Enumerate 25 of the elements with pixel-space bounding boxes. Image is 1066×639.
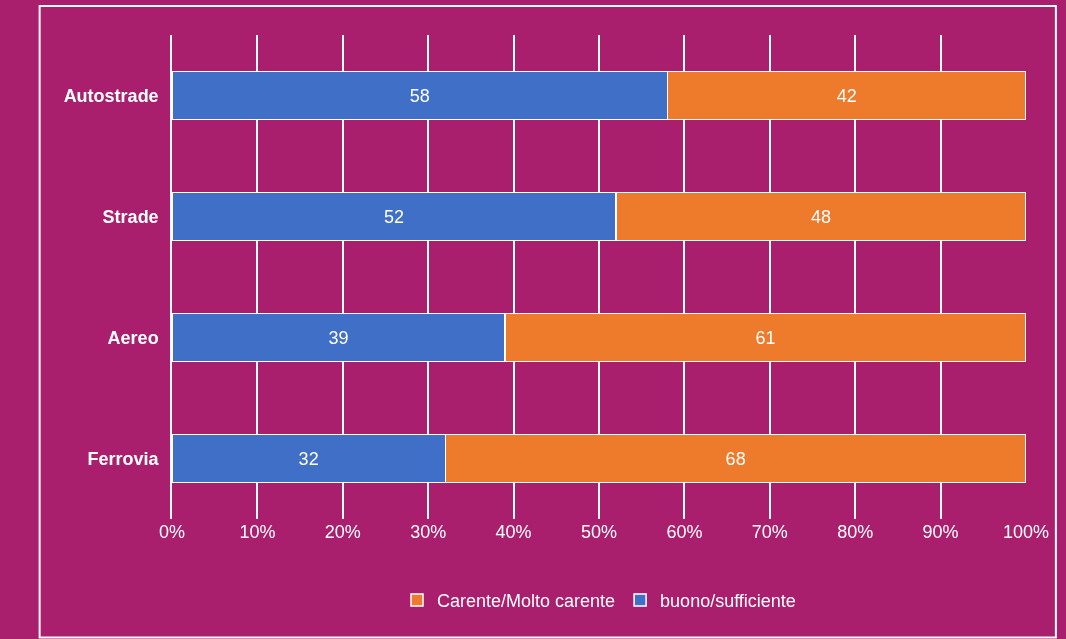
x-tick-label: 40% — [495, 522, 532, 542]
x-tick-label: 100% — [1002, 522, 1050, 542]
data-label: 52 — [384, 206, 405, 227]
x-tick-label: 0% — [158, 522, 186, 542]
x-tick-label: 80% — [837, 522, 874, 542]
y-tick-label: Autostrade — [63, 85, 159, 106]
data-label: 68 — [725, 448, 746, 469]
y-tick-label: Aereo — [107, 327, 159, 348]
y-tick-label: Ferrovia — [87, 448, 160, 469]
x-tick-label: 70% — [751, 522, 788, 542]
legend-label: Carente/Molto carente — [437, 591, 616, 612]
data-label: 48 — [811, 206, 832, 227]
legend-label: buono/sufficiente — [660, 591, 796, 612]
data-label: 39 — [328, 327, 349, 348]
x-tick-label: 50% — [580, 522, 618, 542]
x-tick-label: 20% — [324, 522, 361, 542]
x-tick-label: 10% — [239, 522, 276, 542]
x-tick-label: 60% — [666, 522, 703, 542]
x-tick-label: 30% — [410, 522, 447, 542]
y-tick-label: Strade — [102, 206, 159, 227]
data-label: 58 — [409, 85, 430, 106]
data-label: 61 — [755, 327, 776, 348]
data-label: 32 — [298, 448, 319, 469]
x-tick-label: 90% — [922, 522, 959, 542]
data-label: 42 — [836, 85, 857, 106]
